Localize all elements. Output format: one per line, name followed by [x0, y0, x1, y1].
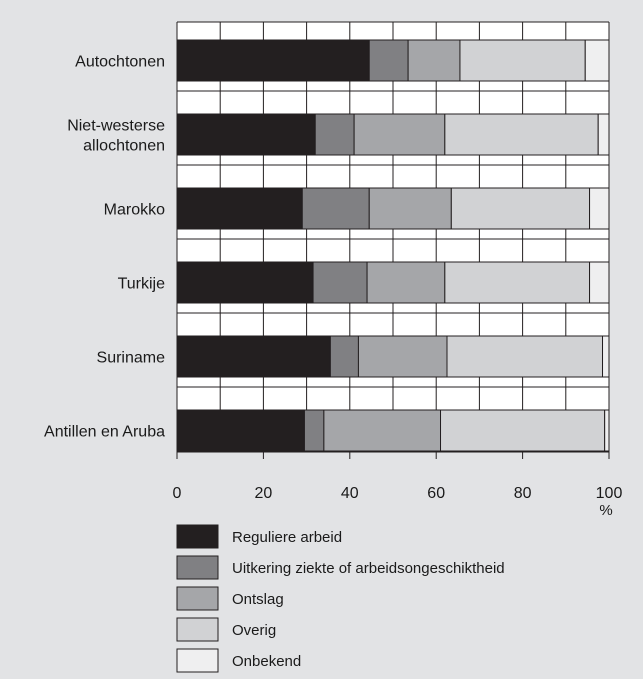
bar-segment — [301, 187, 370, 230]
bar-segment — [584, 39, 610, 82]
legend-swatch — [176, 524, 219, 549]
bar-segment — [446, 335, 604, 378]
bar-segment — [604, 409, 610, 452]
bar-segment — [314, 113, 355, 156]
category-label: Autochtonen — [75, 54, 165, 71]
x-unit-label: % — [599, 502, 612, 519]
x-tick-label: 60 — [427, 485, 445, 502]
legend-swatch — [176, 555, 219, 580]
bar-segment — [368, 39, 409, 82]
bar-segment — [303, 409, 325, 452]
bar-segment — [440, 409, 606, 452]
bar-segment — [459, 39, 586, 82]
x-tick-label: 0 — [173, 485, 182, 502]
bar-segment — [353, 113, 446, 156]
bar-segment — [444, 113, 599, 156]
bar-segment — [366, 261, 446, 304]
legend-label: Uitkering ziekte of arbeidsongeschikthei… — [232, 560, 505, 577]
bar-segment — [176, 335, 331, 378]
x-tick-label: 40 — [341, 485, 359, 502]
legend-label: Onbekend — [232, 653, 301, 670]
category-label: Antillen en Aruba — [44, 424, 165, 441]
category-label: allochtonen — [83, 138, 165, 155]
bar-segment — [450, 187, 591, 230]
x-tick-label: 80 — [514, 485, 532, 502]
legend-label: Ontslag — [232, 591, 284, 608]
bar-segment — [357, 335, 448, 378]
category-labels: Autochtonen Niet-westerse allochtonen Marok… — [44, 54, 165, 441]
bar-segment — [312, 261, 368, 304]
bars — [176, 39, 610, 452]
category-label: Suriname — [97, 350, 166, 367]
bar-segment — [589, 261, 610, 304]
x-tick-label: 20 — [255, 485, 273, 502]
bar-segment — [176, 113, 316, 156]
bar-segment — [176, 409, 305, 452]
category-label: Turkije — [118, 276, 166, 293]
category-label: Niet-westerse — [67, 118, 165, 135]
legend-label: Overig — [232, 622, 276, 639]
legend: Reguliere arbeid Uitkering ziekte of arbe… — [176, 524, 505, 673]
bar-segment — [602, 335, 610, 378]
bar-segment — [368, 187, 452, 230]
gridlines — [176, 21, 610, 453]
legend-swatch — [176, 648, 219, 673]
bar-segment — [444, 261, 591, 304]
x-axis: 0 20 40 60 80 100 — [173, 451, 623, 502]
x-tick-label: 100 — [596, 485, 623, 502]
legend-swatch — [176, 617, 219, 642]
bar-segment — [323, 409, 442, 452]
bar-segment — [176, 39, 370, 82]
bar-segment — [597, 113, 610, 156]
legend-swatch — [176, 586, 219, 611]
category-label: Marokko — [104, 202, 165, 219]
legend-label: Reguliere arbeid — [232, 529, 342, 546]
bar-segment — [176, 261, 314, 304]
bar-segment — [589, 187, 610, 230]
bar-segment — [407, 39, 461, 82]
bar-segment — [176, 187, 303, 230]
bar-segment — [329, 335, 359, 378]
